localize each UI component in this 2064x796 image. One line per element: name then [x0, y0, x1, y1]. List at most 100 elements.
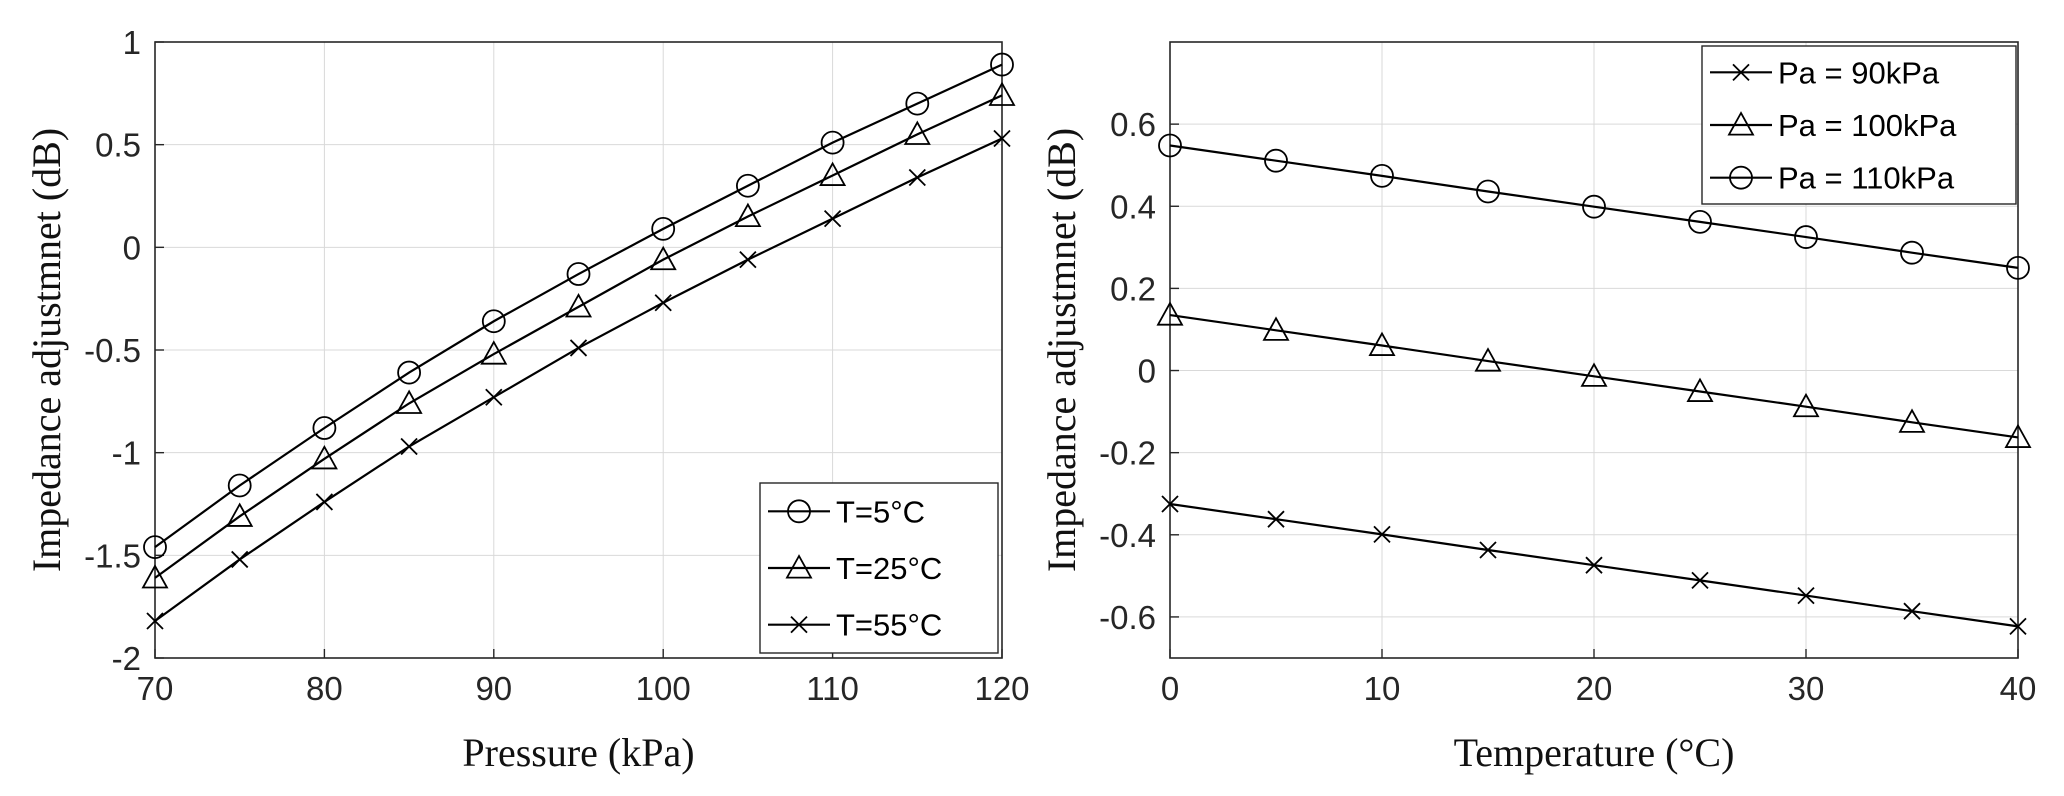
- data-point-triangle: [1580, 362, 1608, 387]
- data-point-triangle: [310, 444, 338, 470]
- data-point-x: [1267, 510, 1285, 528]
- data-point-x: [231, 550, 249, 569]
- data-point-circle: [397, 360, 422, 385]
- y-tick-label: -0.6: [1099, 599, 1156, 636]
- y-tick-label: 0.6: [1110, 106, 1156, 143]
- legend-marker-triangle: [785, 554, 813, 579]
- y-tick-label: -1.5: [84, 537, 141, 574]
- chart-temperature: 0 10 20 30 40 -0.6 -0.4 -0.2 0 0.2 0.4 0.6 Temperatu…: [1039, 41, 2037, 775]
- y-tick-label: -0.5: [84, 332, 141, 369]
- legend-marker-circle: [1729, 165, 1753, 190]
- y-tick-label: 0.5: [95, 127, 141, 164]
- x-tick-label: 70: [137, 670, 174, 707]
- series-line: [1169, 314, 2019, 439]
- data-point-circle: [1370, 163, 1394, 188]
- x-tick-label: 90: [475, 670, 512, 707]
- data-point-circle: [312, 416, 337, 440]
- x-tick-label: 30: [1788, 670, 1825, 707]
- data-point-x: [908, 168, 926, 187]
- y-tick-label: -0.2: [1099, 435, 1156, 472]
- data-point-circle: [566, 262, 591, 286]
- data-point-circle: [1900, 240, 1924, 265]
- data-point-circle: [736, 173, 760, 198]
- data-point-x: [823, 209, 842, 228]
- legend-marker-circle: [787, 499, 811, 524]
- y-tick-label: 0.4: [1110, 188, 1156, 225]
- data-point-triangle: [649, 245, 677, 271]
- data-point-triangle: [564, 293, 593, 318]
- data-point-triangle: [141, 564, 169, 589]
- series-circle: [1158, 133, 2030, 280]
- data-point-x: [1797, 586, 1815, 605]
- data-point-triangle: [819, 161, 847, 186]
- series-x: [146, 129, 1011, 630]
- y-tick-label: 0: [1138, 353, 1156, 390]
- data-point-x: [485, 388, 503, 406]
- data-point-triangle: [480, 340, 508, 365]
- data-point-triangle: [1792, 392, 1820, 418]
- data-point-triangle: [988, 81, 1016, 106]
- data-point-circle: [1476, 179, 1500, 204]
- data-point-x: [1373, 525, 1391, 544]
- legend-entry: Pa = 100kPa: [1778, 108, 1957, 143]
- data-point-circle: [227, 473, 252, 498]
- data-point-circle: [1688, 209, 1712, 234]
- data-point-x: [654, 294, 672, 312]
- data-point-circle: [651, 216, 676, 241]
- series-circle: [143, 52, 1014, 560]
- legend-entry: T=55°C: [836, 608, 942, 643]
- legend-entry: T=25°C: [836, 551, 942, 586]
- data-point-triangle: [2004, 423, 2032, 448]
- x-tick-label: 10: [1364, 670, 1401, 707]
- data-point-x: [146, 612, 164, 630]
- series-triangle: [1156, 301, 2032, 448]
- data-point-triangle: [1262, 316, 1290, 341]
- x-tick-label: 0: [1161, 670, 1179, 707]
- y-tick-label: 1: [123, 24, 141, 61]
- series-line: [1169, 144, 2019, 269]
- data-point-x: [1691, 571, 1709, 590]
- y-axis-label: Impedance adjustmnet (dB): [24, 128, 69, 572]
- data-point-x: [569, 339, 588, 357]
- data-point-circle: [1264, 148, 1288, 173]
- x-tick-label: 120: [974, 670, 1029, 707]
- data-point-x: [1585, 556, 1603, 574]
- legend-marker-triangle: [1727, 111, 1755, 136]
- y-tick-label: -0.4: [1099, 517, 1156, 554]
- x-tick-label: 100: [636, 670, 691, 707]
- x-axis-label: Pressure (kPa): [462, 730, 694, 775]
- data-point-x: [739, 251, 757, 269]
- data-point-circle: [1582, 194, 1606, 219]
- x-axis-label: Temperature (°C): [1454, 730, 1735, 775]
- x-tick-label: 20: [1576, 670, 1613, 707]
- y-tick-label: -1: [112, 435, 141, 472]
- data-point-x: [1479, 541, 1497, 559]
- data-point-triangle: [1686, 377, 1714, 402]
- x-tick-label: 40: [2000, 670, 2037, 707]
- data-point-triangle: [734, 202, 762, 228]
- legend-marker-x: [1732, 63, 1750, 81]
- data-point-circle: [481, 309, 506, 334]
- legend: T=5°C T=25°C T=55°C: [759, 482, 999, 654]
- data-point-x: [1903, 602, 1921, 620]
- data-point-circle: [820, 130, 845, 155]
- chart-pressure: 70 80 90 100 110 120 -2 -1.5 -1 -0.5 0 0.5 1 Pressure…: [24, 24, 1030, 775]
- data-point-triangle: [226, 502, 254, 527]
- series-x: [1161, 495, 2027, 636]
- legend: Pa = 90kPa Pa = 100kPa Pa = 110kPa: [1701, 45, 2017, 205]
- series-line: [154, 63, 1003, 549]
- series-triangle: [141, 81, 1016, 589]
- y-tick-label: 0.2: [1110, 270, 1156, 307]
- data-point-x: [993, 129, 1011, 148]
- data-point-circle: [1794, 225, 1818, 249]
- legend-entry: T=5°C: [836, 494, 925, 529]
- y-tick-label: 0: [123, 229, 141, 266]
- data-point-triangle: [1156, 301, 1184, 326]
- data-point-circle: [143, 535, 167, 560]
- data-point-circle: [2006, 255, 2030, 280]
- x-tick-label: 80: [306, 670, 343, 707]
- data-point-triangle: [903, 120, 931, 145]
- series-line: [154, 94, 1003, 579]
- data-point-triangle: [1368, 331, 1396, 356]
